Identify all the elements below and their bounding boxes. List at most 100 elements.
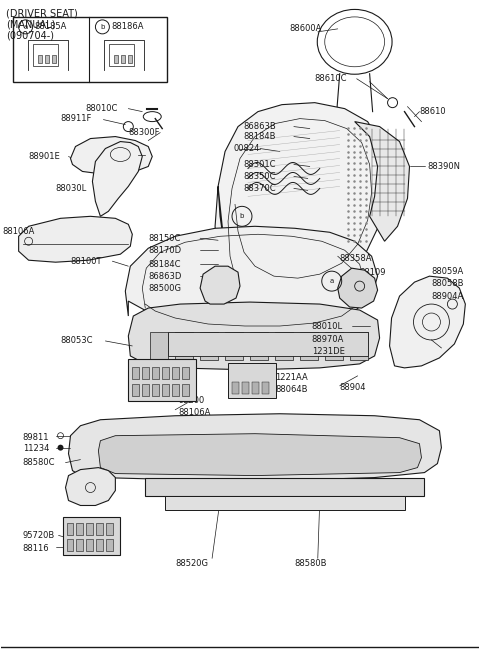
Text: a: a <box>24 24 28 30</box>
Text: 88390N: 88390N <box>428 162 460 171</box>
Polygon shape <box>338 268 378 308</box>
Bar <box>325 332 343 360</box>
Bar <box>107 539 113 551</box>
Polygon shape <box>125 226 378 324</box>
Bar <box>142 384 149 396</box>
Text: 88010L: 88010L <box>312 321 343 331</box>
Bar <box>162 367 169 379</box>
Bar <box>200 332 218 360</box>
Text: 89811: 89811 <box>23 433 49 442</box>
Bar <box>12 17 167 82</box>
Text: 88030L: 88030L <box>56 184 87 193</box>
Text: 88064B: 88064B <box>275 385 307 394</box>
Bar <box>114 55 119 63</box>
Polygon shape <box>93 142 142 216</box>
Text: 88116: 88116 <box>23 544 49 553</box>
Text: 88911F: 88911F <box>60 114 92 123</box>
Bar <box>128 359 196 401</box>
Bar <box>132 384 139 396</box>
Text: 88059A: 88059A <box>432 267 464 276</box>
Bar <box>45 55 48 63</box>
Text: 88970A: 88970A <box>312 335 344 344</box>
Text: b: b <box>100 24 105 30</box>
Bar <box>76 523 84 535</box>
Bar <box>145 478 424 495</box>
Text: 88904A: 88904A <box>432 292 464 300</box>
Text: 88901E: 88901E <box>29 152 60 161</box>
Bar <box>225 332 243 360</box>
Text: 88010C: 88010C <box>85 104 118 113</box>
Text: 88058B: 88058B <box>432 279 464 287</box>
Bar <box>86 539 94 551</box>
Text: 88184B: 88184B <box>243 132 276 141</box>
Polygon shape <box>71 136 152 174</box>
Polygon shape <box>128 302 380 370</box>
Text: 88904: 88904 <box>340 383 366 392</box>
Bar <box>96 523 103 535</box>
Text: 88358A: 88358A <box>340 254 372 262</box>
Text: 11234: 11234 <box>23 444 49 453</box>
Bar <box>242 382 249 394</box>
Text: (DRIVER SEAT): (DRIVER SEAT) <box>6 9 77 19</box>
Bar <box>172 384 179 396</box>
Text: 88500G: 88500G <box>148 283 181 293</box>
Bar <box>300 332 318 360</box>
Text: 88186A: 88186A <box>111 22 144 31</box>
Bar <box>250 332 268 360</box>
Text: 95200: 95200 <box>178 396 204 405</box>
Bar <box>350 332 368 360</box>
Text: 88109: 88109 <box>360 268 386 277</box>
Text: b: b <box>240 213 244 219</box>
Bar <box>51 55 56 63</box>
Text: 88106A: 88106A <box>3 227 35 236</box>
Polygon shape <box>215 102 384 301</box>
Bar <box>121 55 125 63</box>
Polygon shape <box>69 414 442 481</box>
Text: 88150C: 88150C <box>148 234 180 243</box>
Bar <box>33 44 58 66</box>
Text: 1221AA: 1221AA <box>275 373 308 382</box>
Bar <box>182 384 189 396</box>
Text: 88300F: 88300F <box>128 128 160 137</box>
Bar <box>150 332 168 360</box>
Text: 88370C: 88370C <box>243 184 276 193</box>
Text: a: a <box>330 278 334 284</box>
Bar <box>67 539 73 551</box>
Bar <box>67 523 73 535</box>
Bar <box>107 523 113 535</box>
Text: 86863D: 86863D <box>148 272 181 281</box>
Text: 88580C: 88580C <box>23 458 55 467</box>
Bar <box>37 55 42 63</box>
Text: 88520G: 88520G <box>175 559 208 568</box>
Bar <box>152 367 159 379</box>
Text: 95720B: 95720B <box>23 531 55 540</box>
Bar <box>275 332 293 360</box>
Polygon shape <box>65 468 115 506</box>
Text: (MANUAL): (MANUAL) <box>6 20 55 30</box>
Bar <box>232 382 239 394</box>
Bar <box>86 523 94 535</box>
Bar <box>76 539 84 551</box>
Text: 88610C: 88610C <box>315 74 348 83</box>
Bar <box>96 539 103 551</box>
Bar <box>252 382 259 394</box>
Bar <box>182 367 189 379</box>
Bar <box>228 363 276 398</box>
Bar <box>262 382 269 394</box>
Text: 88301C: 88301C <box>243 160 276 169</box>
Bar <box>109 44 134 66</box>
Text: 88184C: 88184C <box>148 260 181 269</box>
Bar <box>62 518 120 556</box>
Bar <box>128 55 132 63</box>
Text: 00824: 00824 <box>233 144 259 153</box>
Bar <box>172 367 179 379</box>
Polygon shape <box>355 121 409 241</box>
Text: 88053C: 88053C <box>60 337 93 346</box>
Text: 86863B: 86863B <box>243 122 276 131</box>
Bar <box>165 495 405 510</box>
Polygon shape <box>98 434 421 476</box>
Bar <box>132 367 139 379</box>
Circle shape <box>58 445 63 451</box>
Text: 88100T: 88100T <box>71 256 102 266</box>
Text: 88580B: 88580B <box>295 559 327 568</box>
